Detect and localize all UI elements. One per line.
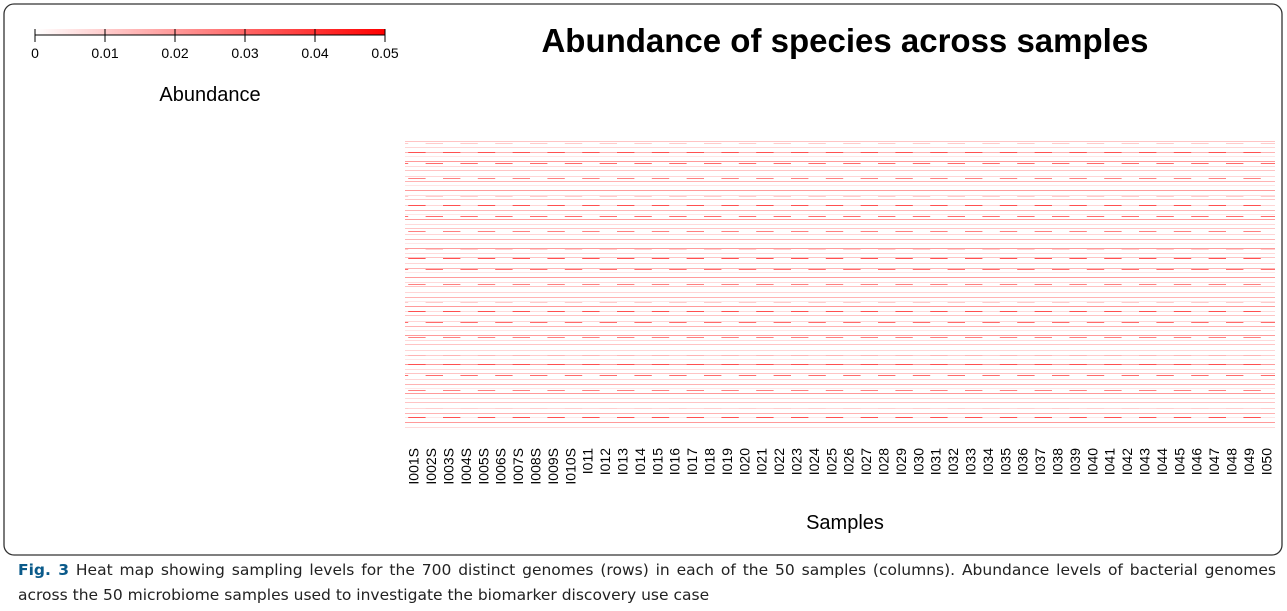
column-label: I028: [876, 448, 892, 475]
column-label: I025: [823, 448, 839, 475]
caption-text: Heat map showing sampling levels for the…: [18, 561, 1276, 604]
column-label: I031: [928, 448, 944, 475]
colorbar-tick-label: 0.01: [91, 45, 118, 61]
column-label: I015: [649, 448, 665, 475]
column-label: I009S: [545, 448, 561, 485]
column-label: I007S: [510, 448, 526, 485]
column-label: I050: [1258, 448, 1274, 475]
figure: Abundance of species across samples Samp…: [3, 3, 1283, 556]
heatmap-texture: [405, 140, 1275, 428]
colorbar-tick-label: 0: [31, 45, 39, 61]
column-label: I021: [754, 448, 770, 475]
colorbar-tick-label: 0.02: [161, 45, 188, 61]
colorbar-tick-label: 0.03: [231, 45, 258, 61]
column-label: I024: [806, 448, 822, 475]
column-label: I017: [684, 448, 700, 475]
column-label: I032: [945, 448, 961, 475]
column-label: I019: [719, 448, 735, 475]
column-label: I012: [597, 448, 613, 475]
column-label: I022: [771, 448, 787, 475]
column-label: I033: [963, 448, 979, 475]
column-label: I006S: [493, 448, 509, 485]
caption: Fig. 3 Heat map showing sampling levels …: [18, 558, 1276, 608]
column-label: I040: [1084, 448, 1100, 475]
column-label: I044: [1154, 448, 1170, 475]
column-label: I047: [1206, 448, 1222, 475]
column-label: I039: [1067, 448, 1083, 475]
column-label: I029: [893, 448, 909, 475]
column-label: I045: [1171, 448, 1187, 475]
column-label: I027: [858, 448, 874, 475]
caption-label: Fig. 3: [18, 561, 70, 579]
column-label: I002S: [423, 448, 439, 485]
column-label: I046: [1189, 448, 1205, 475]
chart-title: Abundance of species across samples: [541, 22, 1148, 59]
column-label: I048: [1224, 448, 1240, 475]
column-label: I035: [997, 448, 1013, 475]
column-label: I030: [910, 448, 926, 475]
column-label: I013: [615, 448, 631, 475]
column-label: I026: [841, 448, 857, 475]
column-label: I014: [632, 448, 648, 475]
column-label: I036: [1015, 448, 1031, 475]
column-label: I005S: [475, 448, 491, 485]
colorbar: [35, 29, 385, 35]
column-label: I038: [1050, 448, 1066, 475]
column-label: I049: [1241, 448, 1257, 475]
column-label: I023: [789, 448, 805, 475]
column-label: I001S: [406, 448, 422, 485]
column-label: I020: [736, 448, 752, 475]
column-label: I008S: [528, 448, 544, 485]
column-label: I011: [580, 448, 596, 474]
column-label: I043: [1137, 448, 1153, 475]
figure-frame: [3, 3, 1283, 556]
column-label: I042: [1119, 448, 1135, 475]
column-label: I010S: [562, 448, 578, 485]
column-label: I018: [702, 448, 718, 475]
column-label: I041: [1102, 448, 1118, 475]
column-label: I004S: [458, 448, 474, 485]
colorbar-label: Abundance: [159, 84, 260, 106]
colorbar-tick-label: 0.04: [301, 45, 328, 61]
column-label: I037: [1032, 448, 1048, 475]
column-label: I003S: [441, 448, 457, 485]
column-label: I034: [980, 448, 996, 475]
colorbar-tick-label: 0.05: [371, 45, 398, 61]
column-label: I016: [667, 448, 683, 475]
x-axis-label: Samples: [806, 512, 884, 534]
